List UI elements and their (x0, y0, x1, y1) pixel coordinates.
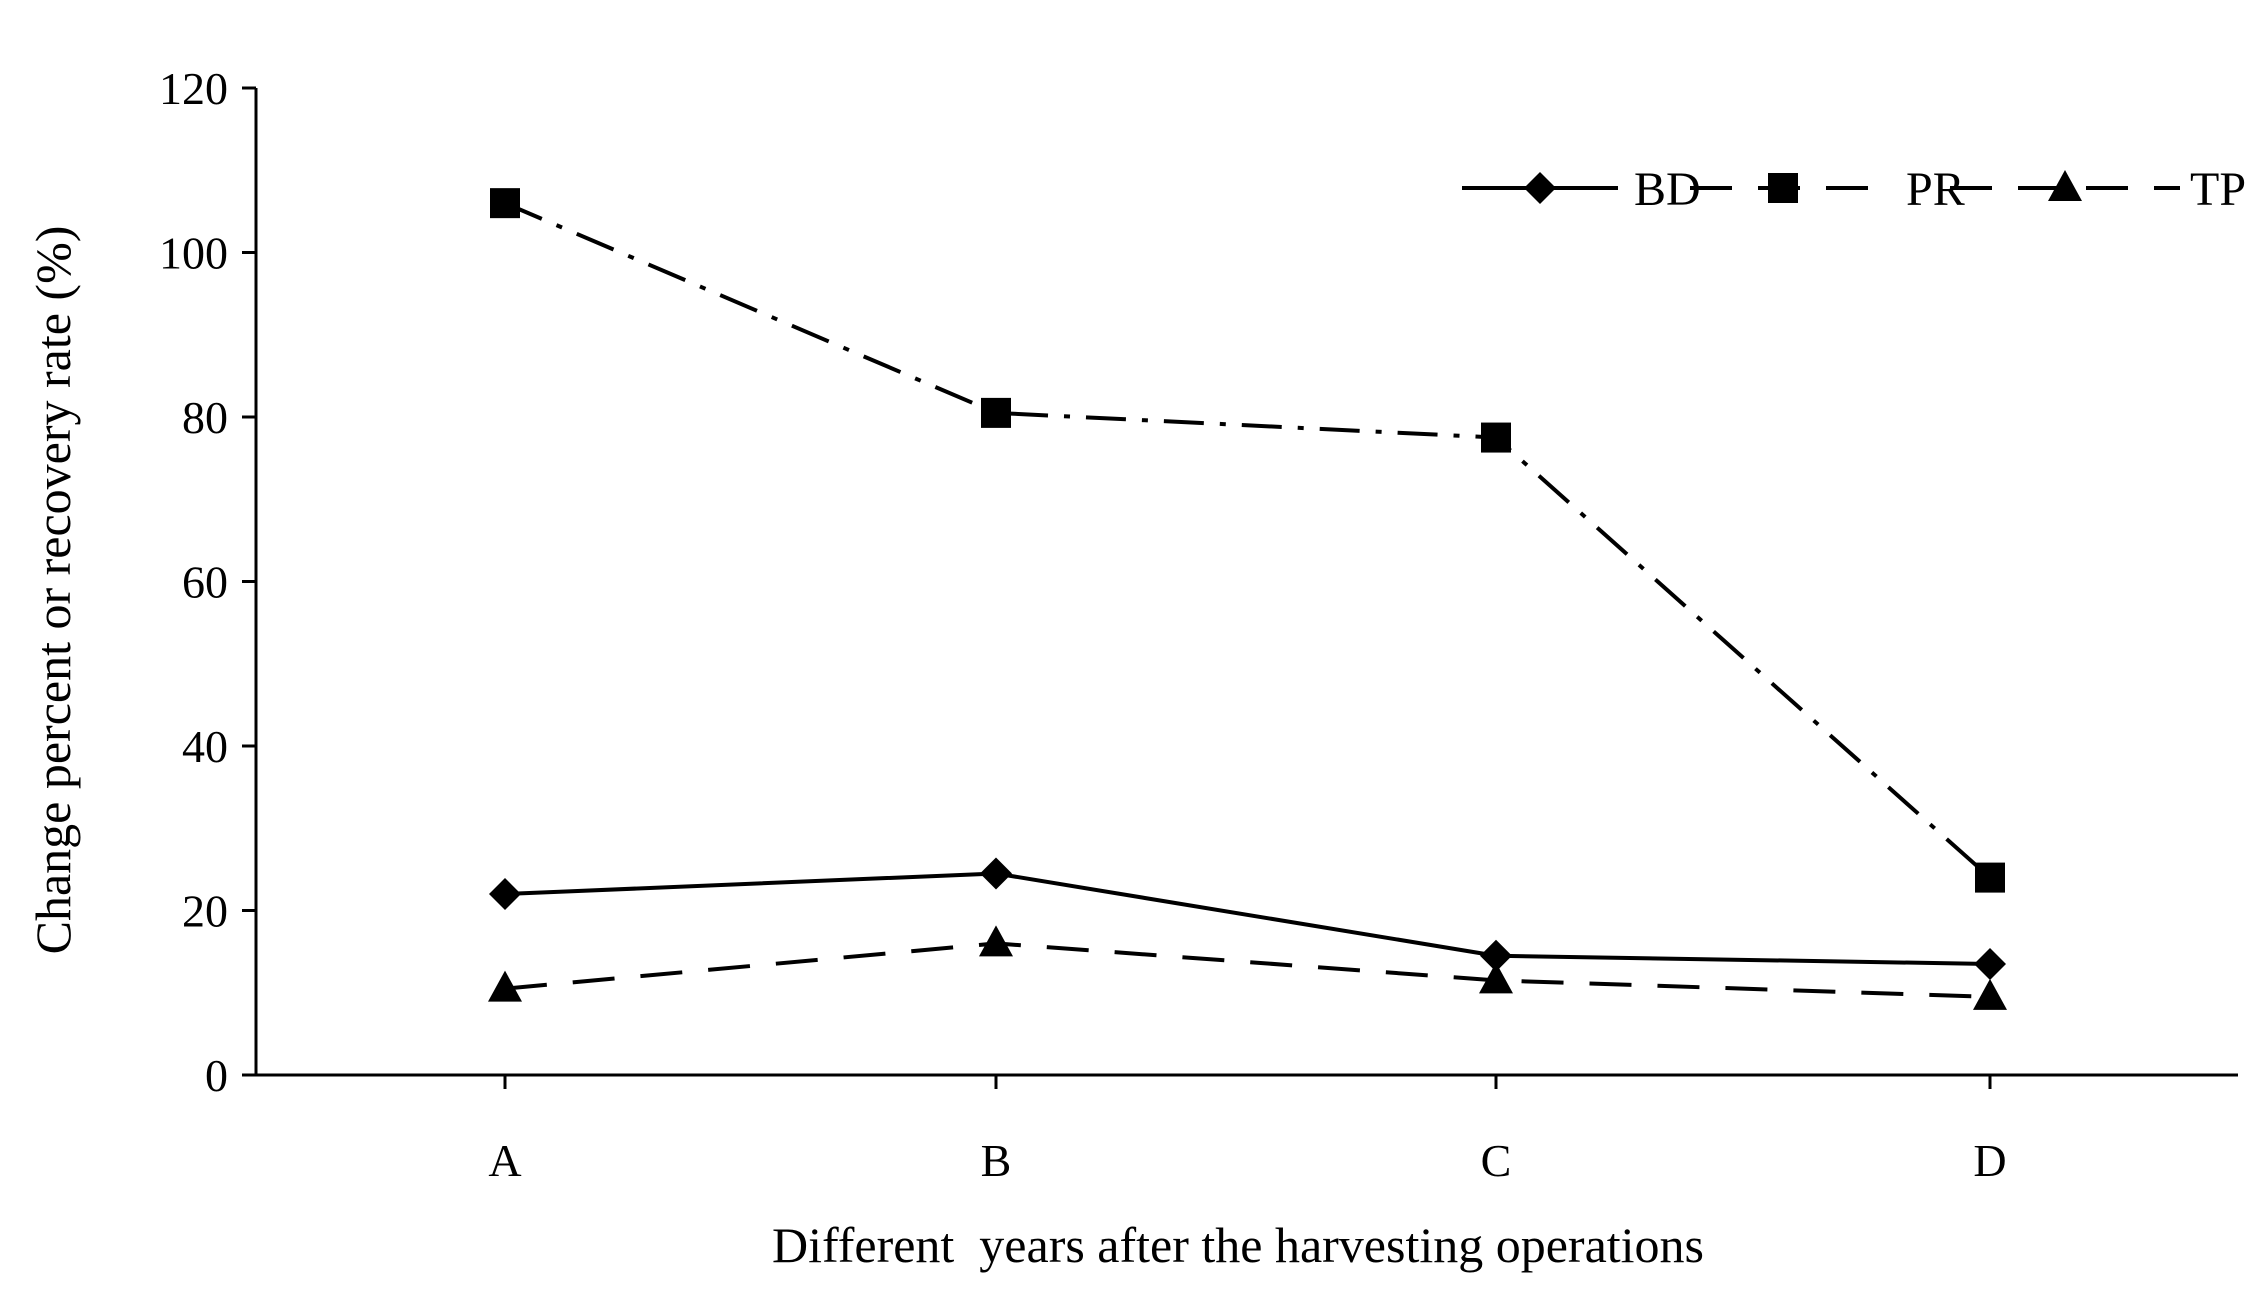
legend-item-bd: BD (1462, 163, 1701, 216)
y-axis-ticks: 0 20 40 60 80 100 120 (159, 63, 256, 1101)
y-tick-label: 20 (182, 886, 228, 937)
series-pr (490, 188, 2005, 893)
axes (254, 88, 2238, 1077)
data-point-pr (490, 188, 520, 219)
data-point-bd (980, 857, 1012, 890)
x-tick-label: B (981, 1135, 1012, 1186)
x-axis-ticks: A B C D (488, 1075, 2007, 1186)
legend-item-tp: TP (1950, 163, 2246, 216)
series-tp-line (504, 941, 1991, 999)
data-point-tp (488, 970, 522, 1002)
data-point-tp (979, 925, 1013, 957)
x-tick-label: C (1481, 1135, 1512, 1186)
x-axis-title: Different years after the harvesting ope… (772, 1217, 1704, 1273)
series-layer (488, 188, 2007, 1010)
y-tick-label: 40 (182, 721, 228, 772)
legend-marker-pr (1768, 173, 1798, 203)
data-point-pr (1481, 422, 1511, 453)
series-bd-line (504, 871, 1991, 966)
series-tp (488, 925, 2007, 1010)
data-point-tp (1973, 978, 2007, 1010)
legend-item-pr: PR (1690, 163, 1965, 216)
y-tick-label: 120 (159, 63, 228, 114)
x-tick-label: A (488, 1135, 521, 1186)
y-tick-label: 100 (159, 228, 228, 279)
series-pr-line (504, 201, 1992, 880)
data-point-pr (1975, 862, 2005, 893)
y-tick-label: 80 (182, 392, 228, 443)
legend: BD PR TP (1462, 163, 2246, 216)
data-point-bd (1480, 939, 1512, 972)
data-point-pr (981, 397, 1011, 428)
data-point-bd (489, 878, 521, 911)
legend-label-tp: TP (2190, 163, 2246, 216)
y-tick-label: 60 (182, 557, 228, 608)
data-point-tp (1479, 962, 1513, 994)
legend-marker-bd (1524, 172, 1556, 204)
y-tick-label: 0 (205, 1050, 228, 1101)
series-bd (489, 857, 2006, 980)
legend-label-bd: BD (1634, 163, 1701, 216)
y-axis-title: Change percent or recovery rate (%) (25, 226, 81, 955)
legend-marker-tp (2048, 170, 2082, 201)
x-tick-label: D (1973, 1135, 2006, 1186)
data-point-bd (1974, 947, 2006, 980)
